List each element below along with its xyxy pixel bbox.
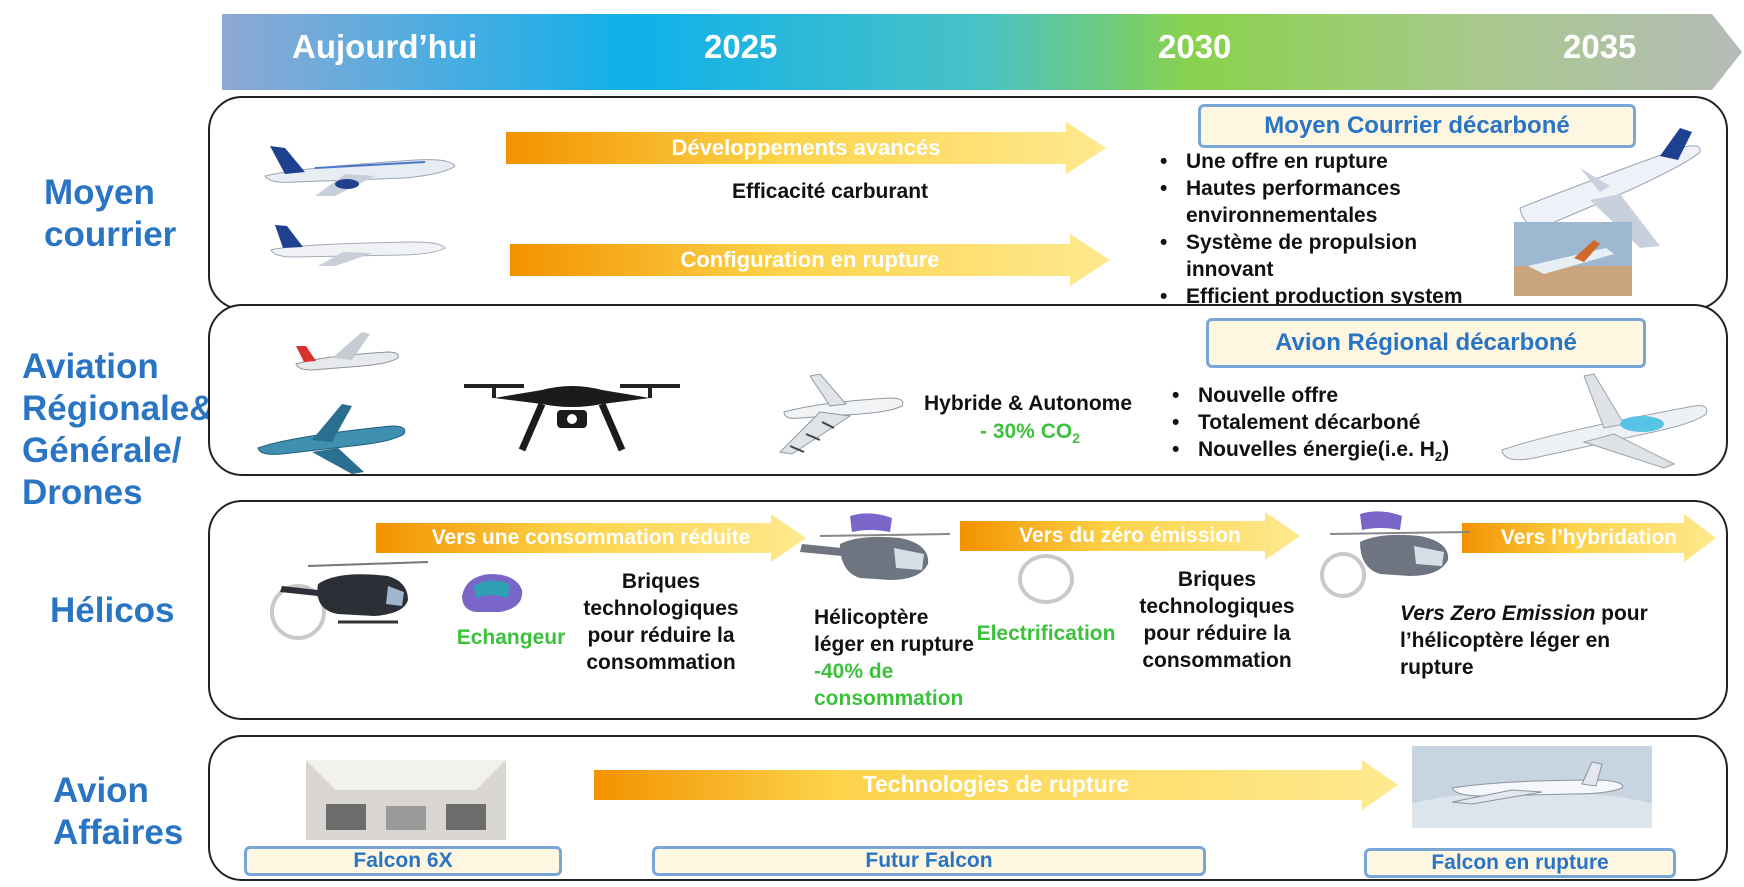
text-line: léger en rupture <box>814 633 974 656</box>
bullet-text: Hautes performances <box>1186 177 1401 200</box>
falcon-6x-cabin-photo <box>306 760 506 840</box>
row-label-aviation-regionale: Aviation Régionale& Générale/ Drones <box>22 346 215 514</box>
text-line: pour réduire la <box>587 624 735 647</box>
italic-text: Vers Zero Emission <box>1400 602 1596 625</box>
echangeur-component-icon <box>462 574 523 612</box>
row-label-line: Générale/ <box>22 431 182 470</box>
electrification-label: Electrification <box>976 622 1116 645</box>
hybride-autonome-label: Hybride & Autonome <box>923 392 1133 415</box>
arrow-developpements-avances: Développements avancés <box>506 122 1106 174</box>
text-line: technologiques <box>1139 595 1295 618</box>
briques-technologiques-1: Briques technologiques pour réduire la c… <box>566 568 756 676</box>
hybrid-plug-icon <box>1320 552 1366 598</box>
futur-falcon-box: Futur Falcon <box>652 846 1206 876</box>
arrow-label: Technologies de rupture <box>862 771 1130 797</box>
echangeur-label: Echangeur <box>456 626 566 649</box>
regional-aircraft-image <box>295 332 399 371</box>
arrow-label: Configuration en rupture <box>680 247 940 272</box>
a321-aircraft-image <box>264 146 456 196</box>
bullet-item: Nouvelle offre <box>1170 382 1510 409</box>
efficacite-carburant-label: Efficacité carburant <box>731 180 929 203</box>
arrow-hybridation: Vers l’hybridation <box>1462 514 1716 562</box>
text-span: pour <box>1595 602 1648 625</box>
arrow-label: Vers une consommation réduite <box>431 526 751 549</box>
row-label-line: courrier <box>44 215 177 254</box>
text-line: technologiques <box>583 597 739 620</box>
bullet-item: Système de propulsion innovant <box>1158 229 1518 283</box>
bullet-item: Efficient production system <box>1158 283 1518 310</box>
moyen-courrier-decarbone-box: Moyen Courrier décarboné <box>1198 104 1636 148</box>
timeline-arrow-shape <box>222 14 1742 90</box>
hybrid-autonomous-aircraft-image <box>778 373 904 455</box>
helicopter-light-rupture-image <box>800 513 950 580</box>
electrification-plug-icon <box>1018 554 1074 604</box>
row-label-line: Drones <box>22 473 143 512</box>
future-aircraft-image <box>1519 128 1701 248</box>
arrow-label: Développements avancés <box>671 135 941 160</box>
concept-aircraft-photo <box>1514 222 1632 296</box>
arrow-technologies-rupture: Technologies de rupture <box>594 760 1398 810</box>
row-label-helicos: Hélicos <box>50 591 175 630</box>
row-label-line: Régionale& <box>22 389 215 428</box>
bullet-item: Nouvelles énergie(i.e. H2) <box>1170 436 1510 470</box>
bullet-text: Système de propulsion <box>1186 231 1418 254</box>
bullet-item: Une offre en rupture <box>1158 148 1518 175</box>
regional-bullets: Nouvelle offre Totalement décarboné Nouv… <box>1170 382 1510 470</box>
co2-subscript: 2 <box>1072 430 1080 447</box>
text-line: consommation <box>1142 649 1292 672</box>
arrow-zero-emission: Vers du zéro émission <box>960 512 1300 560</box>
text-line: pour réduire la <box>1143 622 1291 645</box>
falcon-rupture-aircraft-image <box>1412 746 1652 828</box>
timeline-label-today: Aujourd’hui <box>292 28 478 65</box>
bullet-text: Nouvelles énergie(i.e. H <box>1198 438 1435 461</box>
arrow-consommation-reduite: Vers une consommation réduite <box>376 514 806 562</box>
bullet-text: innovant <box>1186 258 1274 281</box>
briques-technologiques-2: Briques technologiques pour réduire la c… <box>1122 566 1312 674</box>
row-label-line: Affaires <box>53 813 184 852</box>
text-line: consommation <box>814 687 964 710</box>
vers-zero-emission-text: Vers Zero Emission pour l’hélicoptère lé… <box>1400 600 1690 681</box>
row-label-moyen-courrier: Moyen courrier <box>44 172 176 256</box>
timeline-label-2035: 2035 <box>1563 28 1637 65</box>
co2-text: - 30% CO <box>980 420 1073 443</box>
bullet-item: Hautes performances environnementales <box>1158 175 1518 229</box>
helicoptere-leger-label: Hélicoptère léger en rupture -40% de con… <box>814 604 994 712</box>
avion-regional-decarbone-box: Avion Régional décarboné <box>1206 318 1646 368</box>
drone-image <box>464 384 680 452</box>
electric-plug-icon <box>270 584 326 640</box>
bullet-text: ) <box>1442 438 1450 461</box>
text-line: l’hélicoptère léger en <box>1400 629 1611 652</box>
moyen-courrier-bullets: Une offre en rupture Hautes performances… <box>1158 148 1518 310</box>
arrow-configuration-rupture: Configuration en rupture <box>510 234 1110 286</box>
text-line: Briques <box>1177 568 1257 591</box>
business-turboprop-image <box>257 404 406 474</box>
falcon-en-rupture-box: Falcon en rupture <box>1364 848 1676 878</box>
arrow-label: Vers l’hybridation <box>1500 526 1678 549</box>
text-line: consommation <box>586 651 736 674</box>
row-label-avion-affaires: Avion Affaires <box>53 770 183 854</box>
a350-aircraft-image <box>270 225 446 266</box>
text-line: -40% de <box>814 660 894 683</box>
row-label-line: Aviation <box>22 347 159 386</box>
bullet-text: environnementales <box>1186 204 1378 227</box>
falcon-6x-box: Falcon 6X <box>244 846 562 876</box>
text-line: Hélicoptère <box>814 606 929 629</box>
h2-subscript: 2 <box>1434 449 1443 465</box>
row-label-line: Moyen <box>44 173 155 212</box>
timeline-arrow <box>222 14 1742 90</box>
hydrogen-regional-aircraft-image <box>1501 373 1708 469</box>
helicopter-h130-image <box>280 561 429 624</box>
arrow-label: Vers du zéro émission <box>1019 524 1241 547</box>
text-line: Vers Zero Emission pour <box>1400 600 1690 627</box>
helicopter-hybrid-image <box>1329 511 1470 576</box>
text-line: Briques <box>621 570 701 593</box>
bullet-item: Totalement décarboné <box>1170 409 1510 436</box>
text-line: rupture <box>1400 656 1474 679</box>
row-label-line: Avion <box>53 771 149 810</box>
timeline-label-2025: 2025 <box>704 28 778 65</box>
timeline-label-2030: 2030 <box>1158 28 1232 65</box>
co2-reduction-label: - 30% CO2 <box>970 418 1090 452</box>
